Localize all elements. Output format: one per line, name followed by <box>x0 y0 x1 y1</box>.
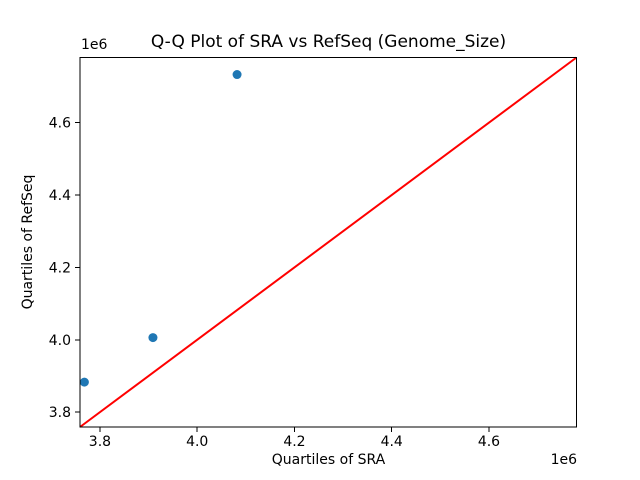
plot-border <box>79 57 577 428</box>
identity-line <box>79 56 578 428</box>
y-axis-offset-label: 1e6 <box>81 37 108 53</box>
y-axis-label: Quartiles of RefSeq <box>20 174 36 310</box>
x-tick-label: 4.4 <box>381 434 403 450</box>
x-tick-label: 4.2 <box>283 434 305 450</box>
y-tick-label: 4.4 <box>49 188 71 204</box>
x-tick-label: 4.6 <box>478 434 500 450</box>
y-tick-label: 4.6 <box>49 116 71 132</box>
y-tick-label: 4.0 <box>49 333 71 349</box>
x-axis-offset-label: 1e6 <box>550 452 577 468</box>
data-point <box>148 333 158 343</box>
x-tick-label: 4.0 <box>186 434 208 450</box>
x-tick-label: 3.8 <box>89 434 111 450</box>
data-point <box>232 70 242 80</box>
y-tick-label: 4.2 <box>49 260 71 276</box>
data-point <box>79 377 89 387</box>
chart-title: Q-Q Plot of SRA vs RefSeq (Genome_Size) <box>150 32 507 52</box>
x-axis-label: Quartiles of SRA <box>271 452 386 468</box>
y-tick-label: 3.8 <box>49 405 71 421</box>
